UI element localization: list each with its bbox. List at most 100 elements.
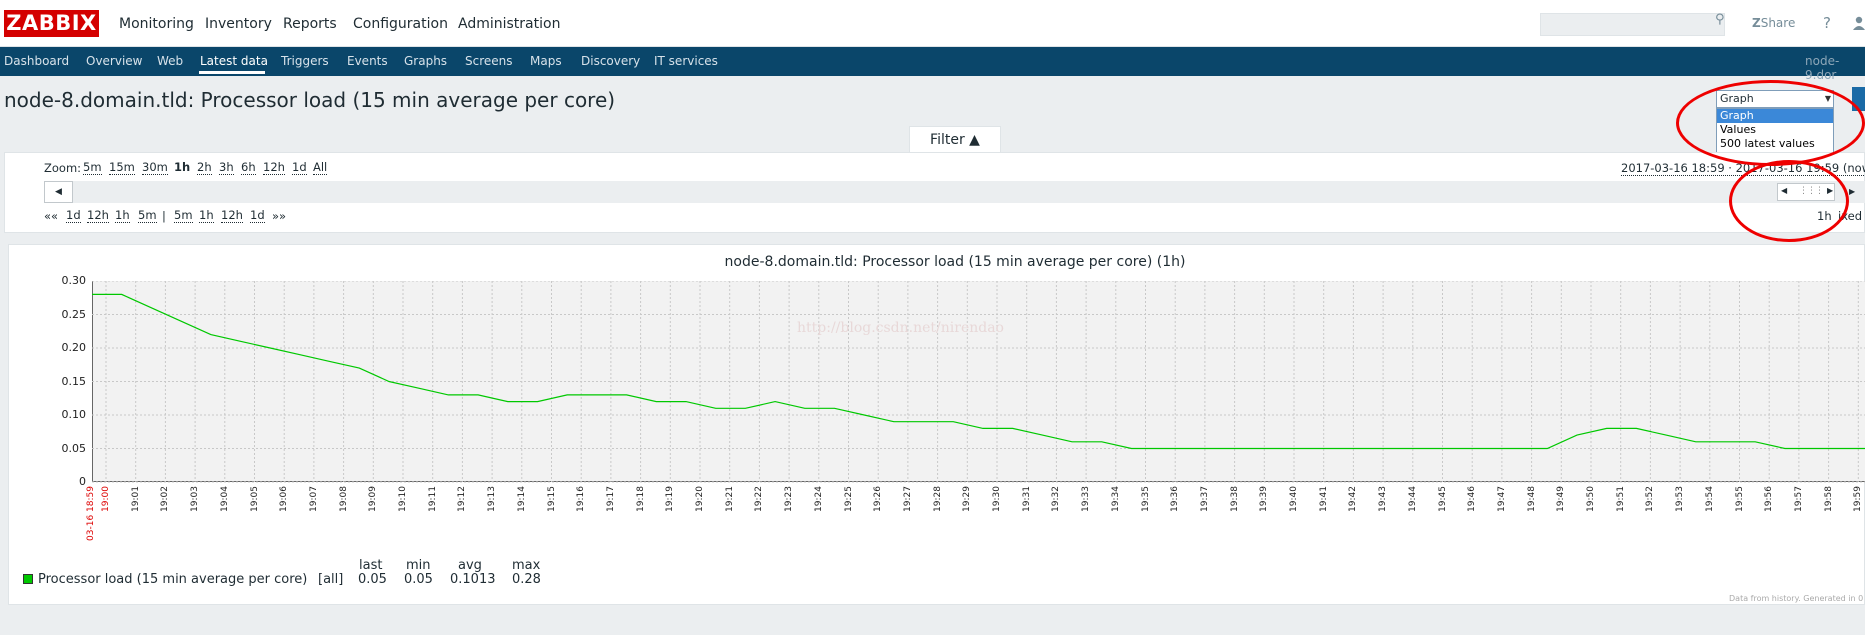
zabbix-logo[interactable]: ZABBIX: [4, 10, 99, 37]
nav-back-1d[interactable]: 1d: [66, 208, 81, 223]
y-tick-label: 0.15: [61, 374, 87, 388]
x-tick-label: 19:21: [724, 486, 735, 512]
submenu-events[interactable]: Events: [347, 54, 388, 68]
x-tick-label: 19:16: [576, 486, 587, 512]
submenu-web[interactable]: Web: [157, 54, 184, 68]
zoom-30m[interactable]: 30m: [142, 160, 168, 175]
x-tick-label: 19:08: [338, 486, 349, 512]
scroll-right-icon[interactable]: ▶: [1849, 187, 1856, 196]
x-tick-label: 19:00: [101, 486, 111, 512]
x-tick-label: 19:02: [160, 486, 171, 512]
submenu-dashboard[interactable]: Dashboard: [4, 54, 70, 68]
nav-back-5m[interactable]: 5m: [138, 208, 157, 223]
zoom-5m[interactable]: 5m: [83, 160, 102, 175]
y-tick-label: 0.30: [61, 274, 87, 287]
x-tick-label: 19:12: [457, 486, 468, 512]
x-tick-label: 19:48: [1526, 486, 1537, 512]
x-tick-label: 19:28: [932, 486, 943, 512]
nav-forward-5m[interactable]: 5m: [174, 208, 193, 223]
x-tick-label: 19:14: [516, 486, 527, 512]
submenu-it-services[interactable]: IT services: [654, 54, 718, 68]
nav-forward-1h[interactable]: 1h: [199, 208, 214, 223]
zoom-2h[interactable]: 2h: [197, 160, 212, 175]
menu-reports[interactable]: Reports: [283, 16, 337, 32]
x-tick-label: 19:03: [190, 486, 201, 512]
zoom-3h[interactable]: 3h: [219, 160, 234, 175]
y-tick-label: 0.05: [61, 441, 87, 455]
zoom-6h[interactable]: 6h: [241, 160, 256, 175]
x-tick-label: 19:38: [1229, 486, 1240, 512]
zoom-12h[interactable]: 12h: [263, 160, 285, 175]
zoom-all[interactable]: All: [313, 160, 328, 175]
watermark: http://blog.csdn.net/nirendao: [797, 320, 1004, 336]
nav-back-1h[interactable]: 1h: [115, 208, 130, 223]
nav-forward-all[interactable]: »»: [272, 209, 287, 223]
x-tick-label: 19:36: [1170, 486, 1181, 512]
search-icon[interactable]: ⚲: [1715, 12, 1725, 27]
annotation-circle-scroll: [1729, 160, 1849, 242]
x-tick-label: 19:44: [1407, 486, 1418, 512]
x-tick-label: 19:54: [1704, 486, 1715, 512]
share-button[interactable]: ZShare: [1752, 16, 1796, 30]
line-chart: [92, 281, 1865, 483]
x-tick-label: 19:30: [992, 486, 1002, 512]
menu-configuration[interactable]: Configuration: [353, 16, 448, 32]
x-tick-label: 19:49: [1556, 486, 1567, 512]
x-tick-label: 19:24: [813, 486, 824, 512]
help-icon[interactable]: ?: [1823, 14, 1831, 32]
legend-header-last: last: [359, 558, 383, 573]
x-tick-label: 19:07: [308, 486, 319, 512]
menu-administration[interactable]: Administration: [458, 16, 561, 32]
filter-tab[interactable]: Filter ▲: [909, 126, 1001, 152]
x-tick-label: 19:39: [1259, 486, 1270, 512]
submenu-triggers[interactable]: Triggers: [281, 54, 329, 68]
menu-monitoring[interactable]: Monitoring: [119, 16, 194, 32]
zoom-15m[interactable]: 15m: [109, 160, 135, 175]
scroll-left-button[interactable]: ◀: [44, 181, 73, 203]
series-line: [92, 293, 1865, 450]
x-tick-label: 19:10: [398, 486, 408, 512]
x-tick-label: 19:23: [784, 486, 795, 512]
legend-min-value: 0.05: [404, 572, 433, 587]
x-tick-label: 19:56: [1764, 486, 1775, 512]
nav-back-all[interactable]: ««: [44, 209, 59, 223]
nav-forward-12h[interactable]: 12h: [221, 208, 243, 223]
x-tick-label: 19:52: [1645, 486, 1656, 512]
menu-inventory[interactable]: Inventory: [205, 16, 272, 32]
active-tab-indicator: [199, 71, 265, 74]
submenu-screens[interactable]: Screens: [465, 54, 513, 68]
y-tick-label: 0.25: [61, 307, 87, 321]
search-input[interactable]: [1540, 13, 1725, 36]
submenu-latest-data[interactable]: Latest data: [200, 54, 268, 68]
x-tick-label: 19:05: [249, 486, 260, 512]
submenu-maps[interactable]: Maps: [530, 54, 562, 68]
x-tick-label: 19:06: [279, 486, 290, 512]
x-tick-label: 19:18: [635, 486, 646, 512]
y-tick-label: 0.20: [61, 341, 87, 354]
legend-max-value: 0.28: [512, 572, 541, 587]
legend-color-swatch: [23, 574, 33, 584]
nav-forward-1d[interactable]: 1d: [250, 208, 265, 223]
annotation-circle-select: [1676, 80, 1865, 166]
submenu-graphs[interactable]: Graphs: [404, 54, 448, 68]
x-start-label: 03-16 18:59: [86, 486, 96, 541]
x-tick-label: 19:53: [1675, 486, 1686, 512]
x-tick-label: 19:58: [1823, 486, 1834, 512]
y-tick-label: 0: [79, 475, 86, 488]
user-icon[interactable]: [1852, 16, 1865, 30]
x-tick-label: 19:29: [962, 486, 973, 512]
x-tick-label: 19:31: [1021, 486, 1032, 512]
legend-header-avg: avg: [458, 558, 482, 573]
x-tick-label: 19:20: [695, 486, 705, 512]
x-tick-label: 19:26: [873, 486, 884, 512]
timeline-scrollbar[interactable]: [44, 181, 1865, 203]
zoom-1d[interactable]: 1d: [292, 160, 307, 175]
legend-avg-value: 0.1013: [450, 572, 496, 587]
x-tick-label: 19:47: [1496, 486, 1507, 512]
x-tick-label: 19:09: [368, 486, 379, 512]
submenu-discovery[interactable]: Discovery: [581, 54, 641, 68]
nav-back-12h[interactable]: 12h: [87, 208, 109, 223]
x-tick-label: 19:45: [1437, 486, 1448, 512]
submenu-overview[interactable]: Overview: [86, 54, 143, 68]
zoom-1h[interactable]: 1h: [174, 160, 191, 174]
